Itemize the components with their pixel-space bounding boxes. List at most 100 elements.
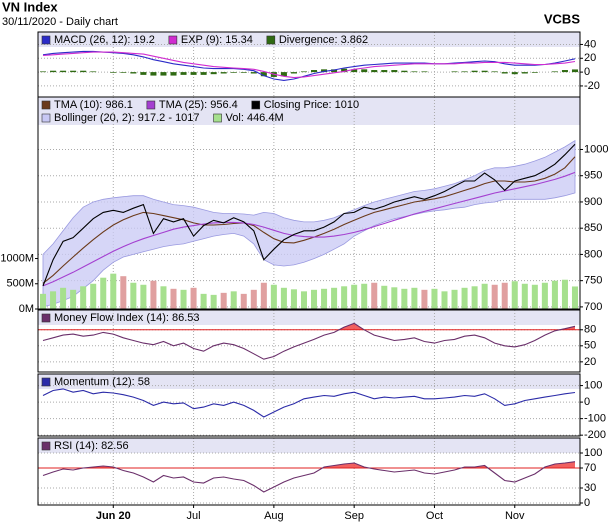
legend-label: Bollinger (20, 2): 917.2 - 1017 bbox=[54, 112, 200, 124]
legend-label: RSI (14): 82.56 bbox=[54, 440, 129, 452]
volume-bar bbox=[361, 283, 368, 309]
volume-bar bbox=[120, 276, 127, 309]
volume-bar bbox=[140, 284, 147, 309]
legend-swatch bbox=[41, 441, 51, 451]
volume-bar bbox=[411, 287, 418, 309]
x-tick-label: Aug bbox=[264, 510, 284, 522]
volume-bar bbox=[110, 273, 117, 309]
divergence-bar bbox=[501, 72, 508, 74]
volume-bar bbox=[200, 293, 207, 309]
source: VCBS bbox=[544, 11, 580, 26]
divergence-bar bbox=[381, 70, 388, 73]
legend-swatch bbox=[168, 35, 178, 45]
y2-tick-label: 500M bbox=[6, 278, 34, 290]
legend-swatch bbox=[146, 100, 156, 110]
legend-swatch bbox=[213, 113, 222, 123]
divergence-bar bbox=[240, 72, 247, 73]
volume-bar bbox=[331, 287, 338, 309]
series-line bbox=[42, 143, 576, 287]
divergence-bar bbox=[361, 69, 368, 73]
divergence-bar bbox=[200, 72, 207, 75]
x-tick-label: Sep bbox=[344, 510, 364, 522]
series-line bbox=[42, 171, 576, 287]
panel-frame bbox=[37, 373, 581, 437]
divergence-bar bbox=[50, 70, 57, 73]
panel-frame bbox=[37, 309, 581, 373]
volume-bar bbox=[491, 284, 498, 309]
volume-bar bbox=[250, 289, 257, 309]
legend-swatch bbox=[266, 35, 276, 45]
volume-bar bbox=[210, 294, 217, 309]
y-tick-label: 750 bbox=[584, 275, 602, 287]
x-tick-label: Jul bbox=[187, 510, 201, 522]
divergence-bar bbox=[311, 70, 318, 73]
divergence-bar bbox=[90, 71, 97, 73]
volume-bar bbox=[40, 293, 47, 309]
legend-label: Momentum (12): 58 bbox=[54, 376, 150, 388]
divergence-bar bbox=[170, 72, 177, 76]
y-tick-label: 80 bbox=[584, 324, 596, 336]
legend-label: Divergence: 3.862 bbox=[279, 34, 368, 46]
legend-label: Money Flow Index (14): 86.53 bbox=[54, 312, 200, 324]
series-line bbox=[42, 322, 576, 360]
divergence-bar bbox=[140, 72, 147, 75]
chart-subtitle: 30/11/2020 - Daily chart bbox=[2, 16, 118, 28]
plot-area bbox=[38, 438, 580, 505]
chart-title: VN Index bbox=[2, 0, 58, 14]
series-line bbox=[42, 51, 576, 79]
volume-bar bbox=[230, 291, 237, 309]
divergence-bar bbox=[250, 72, 257, 74]
volume-bar bbox=[471, 286, 478, 309]
x-tick-label: Oct bbox=[426, 510, 443, 522]
series-line bbox=[42, 461, 576, 493]
y2-tick-label: 0M bbox=[19, 303, 34, 315]
divergence-bar bbox=[321, 69, 328, 73]
divergence-bar bbox=[451, 71, 458, 73]
panel-frame bbox=[37, 437, 581, 506]
y-tick-label: 30 bbox=[584, 482, 596, 494]
plot-area bbox=[38, 97, 580, 309]
divergence-bar bbox=[331, 69, 338, 73]
series-line bbox=[42, 50, 576, 81]
volume-bar bbox=[451, 289, 458, 309]
y-tick-label: 0 bbox=[584, 497, 590, 509]
divergence-bar bbox=[551, 71, 558, 73]
divergence-bar bbox=[120, 72, 127, 73]
divergence-bar bbox=[491, 71, 498, 73]
divergence-bar bbox=[371, 70, 378, 73]
divergence-bar bbox=[411, 71, 418, 73]
volume-bar bbox=[100, 277, 107, 309]
volume-bar bbox=[280, 287, 287, 309]
volume-bar bbox=[321, 288, 328, 309]
volume-bar bbox=[441, 291, 448, 309]
legend-swatch bbox=[41, 313, 51, 323]
volume-bar bbox=[240, 293, 247, 309]
divergence-bar bbox=[190, 72, 197, 75]
volume-bar bbox=[270, 284, 277, 309]
volume-bar bbox=[461, 287, 468, 309]
volume-bar bbox=[180, 289, 187, 309]
legend-swatch bbox=[41, 35, 51, 45]
legend-label: Closing Price: 1010 bbox=[264, 99, 359, 111]
volume-bar bbox=[381, 285, 388, 309]
divergence-bar bbox=[391, 70, 398, 73]
divergence-bar bbox=[461, 71, 468, 73]
y-tick-label: -200 bbox=[584, 429, 606, 441]
divergence-bar bbox=[571, 69, 578, 73]
y-tick-label: 800 bbox=[584, 248, 602, 260]
y-tick-label: 20 bbox=[584, 356, 596, 368]
divergence-bar bbox=[230, 72, 237, 73]
legend-strip bbox=[38, 438, 580, 453]
y-tick-label: 50 bbox=[584, 340, 596, 352]
y-tick-label: 700 bbox=[584, 301, 602, 313]
divergence-bar bbox=[130, 72, 137, 74]
legend-label: Vol: 446.4M bbox=[226, 112, 284, 124]
volume-bar bbox=[190, 287, 197, 309]
divergence-bar bbox=[341, 68, 348, 73]
legend-label: MACD (26, 12): 19.2 bbox=[54, 34, 155, 46]
divergence-bar bbox=[531, 72, 538, 73]
legend-label: TMA (10): 986.1 bbox=[54, 99, 133, 111]
y-tick-label: 40 bbox=[584, 38, 596, 50]
